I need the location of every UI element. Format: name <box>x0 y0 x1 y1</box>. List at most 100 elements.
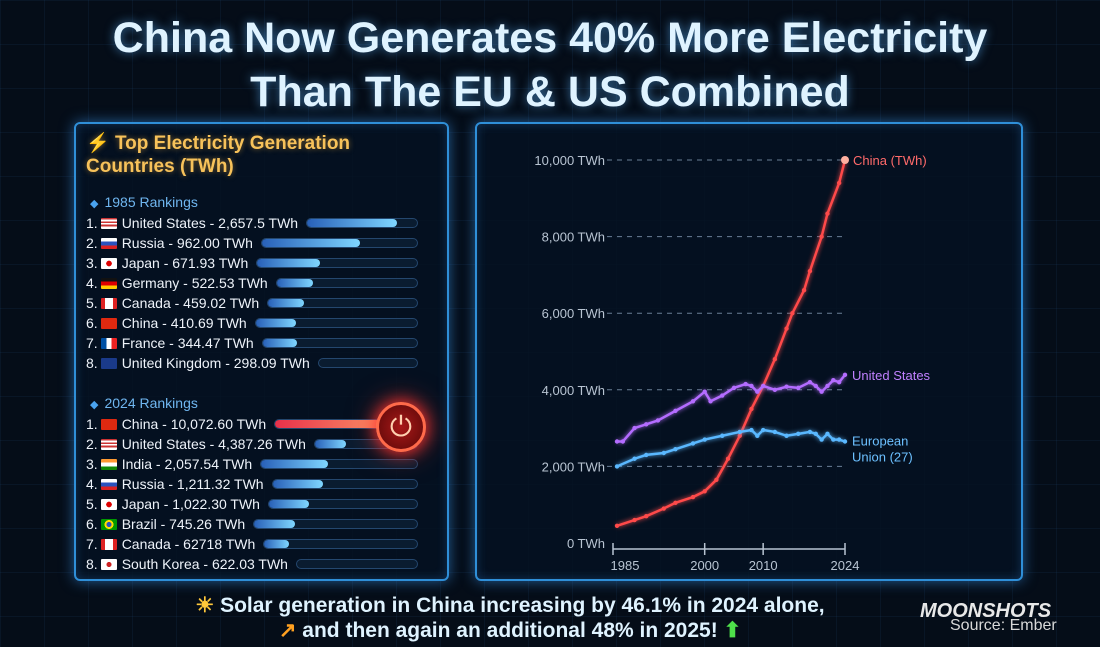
china-point <box>790 311 795 316</box>
ranking-bar <box>295 559 418 569</box>
china-point <box>772 356 778 362</box>
european-union-point <box>632 456 637 461</box>
ranking-bar <box>256 258 418 268</box>
european-union-point <box>737 429 742 435</box>
trending-up-icon: ↗ <box>278 619 297 642</box>
ranking-bar-fill <box>268 500 309 508</box>
footer-text-1: Solar generation in China increasing by … <box>220 594 825 617</box>
united-states-point <box>813 383 818 389</box>
country-value: China - 410.69 TWh <box>121 315 247 331</box>
ranking-bar <box>317 358 418 368</box>
ranking-row: 6. China - 410.69 TWh <box>86 313 418 333</box>
ranking-bar-fill <box>255 319 297 327</box>
european-union-point <box>673 446 678 452</box>
country-value: India - 2,057.54 TWh <box>121 456 253 472</box>
flag-de-icon <box>100 277 117 289</box>
country-value: Brazil - 745.26 TWh <box>121 516 246 532</box>
ranking-bar <box>271 479 418 489</box>
china-point <box>825 211 830 216</box>
european-union-point <box>836 437 842 442</box>
china-point <box>644 513 649 519</box>
ranking-row: 2. Russia - 962.00 TWh <box>86 233 418 253</box>
china-point <box>725 456 731 461</box>
china-point <box>801 288 807 293</box>
european-union-point <box>755 433 760 438</box>
rankings-1985-list: 1. United States - 2,657.5 TWh 2. Russia - … <box>86 213 418 373</box>
european-union-point <box>796 431 801 437</box>
flag-jp-icon <box>100 257 117 269</box>
ranking-bar <box>260 459 418 469</box>
ranking-bar <box>267 298 418 308</box>
ranking-row: 7. Canada - 62718 TWh <box>86 534 418 554</box>
source-credit: Source: Ember <box>950 617 1057 634</box>
china-point <box>673 500 678 505</box>
y-tick-label: 0 TWh <box>567 536 605 551</box>
country-value: Canada - 459.02 TWh <box>121 295 260 311</box>
flag-ru-icon <box>100 478 117 490</box>
united-states-point <box>720 393 725 398</box>
arrow-up-icon: ⬆ <box>723 619 742 642</box>
european-union-point <box>825 431 830 437</box>
eu-series-label-2: Union (27) <box>852 450 913 465</box>
ranking-bar <box>306 218 418 228</box>
eu-series-label-1: European <box>852 434 908 449</box>
sun-icon: ☀ <box>195 594 215 617</box>
united-states-point <box>831 378 836 383</box>
brand-logo: MOONSHOTS <box>920 600 1052 622</box>
european-union-point <box>644 452 649 458</box>
ranking-bar <box>261 338 418 348</box>
country-value: Germany - 522.53 TWh <box>121 275 268 291</box>
ranking-row: 8. United Kingdom - 298.09 TWh <box>86 353 418 373</box>
rank-number: 4. <box>86 275 98 291</box>
x-tick-label: 2000 <box>690 558 719 573</box>
x-tick-label: 2024 <box>831 558 860 573</box>
diamond-icon: ◆ <box>90 198 99 210</box>
european-union-point <box>614 464 620 469</box>
china-point <box>819 234 824 239</box>
country-value: South Korea - 622.03 TWh <box>121 556 288 572</box>
title-line-2: Countries (TWh) <box>86 156 234 177</box>
section-label: 2024 Rankings <box>104 395 198 411</box>
china-point <box>702 489 707 494</box>
rank-number: 8. <box>86 355 98 371</box>
country-value: United States - 4,387.26 TWh <box>121 436 306 452</box>
country-value: Japan - 671.93 TWh <box>121 255 249 271</box>
country-value: Canada - 62718 TWh <box>121 536 256 552</box>
ranking-bar-fill <box>262 339 297 347</box>
european-union-point <box>720 433 725 438</box>
rank-number: 1. <box>86 416 98 432</box>
united-states-point <box>655 418 661 423</box>
line-chart: 0 TWh 2,000 TWh 4,000 TWh 6,000 TWh 8,000 TW… <box>534 153 930 573</box>
united-states-point <box>743 381 748 387</box>
european-union-point <box>784 433 789 438</box>
china-point <box>784 326 789 331</box>
european-union-line <box>616 428 846 468</box>
country-value: France - 344.47 TWh <box>121 335 254 351</box>
ranking-bar <box>263 539 418 549</box>
ranking-row: 5. Japan - 1,022.30 TWh <box>86 494 418 514</box>
ranking-bar-fill <box>254 520 295 528</box>
flag-us-icon <box>100 217 117 229</box>
european-union-point <box>807 429 813 435</box>
ranking-bar-fill <box>268 299 304 307</box>
ranking-row: 1. China - 10,072.60 TWh <box>86 414 418 434</box>
rank-number: 1. <box>86 215 98 231</box>
ranking-row: 1. United States - 2,657.5 TWh <box>86 213 418 233</box>
lightning-icon: ⚡ <box>86 133 110 154</box>
rank-number: 7. <box>86 536 98 552</box>
y-tick-label: 2,000 TWh <box>542 459 605 474</box>
rankings-panel-title: ⚡ Top Electricity Generation Countries (… <box>86 132 350 178</box>
flag-ru-icon <box>100 237 117 249</box>
united-states-point <box>755 389 760 394</box>
section-label: 1985 Rankings <box>104 194 198 210</box>
chart-panel: 0 TWh 2,000 TWh 4,000 TWh 6,000 TWh 8,000 TW… <box>475 122 1023 581</box>
rank-number: 7. <box>86 335 98 351</box>
china-point <box>737 433 742 438</box>
united-states-point <box>644 422 649 427</box>
footer-line-1: ☀ Solar generation in China increasing b… <box>0 593 1060 618</box>
flag-gb-icon <box>100 357 117 369</box>
country-value: United Kingdom - 298.09 TWh <box>121 355 310 371</box>
china-point <box>807 268 813 274</box>
united-states-point <box>842 372 848 378</box>
y-tick-label: 4,000 TWh <box>542 383 605 398</box>
